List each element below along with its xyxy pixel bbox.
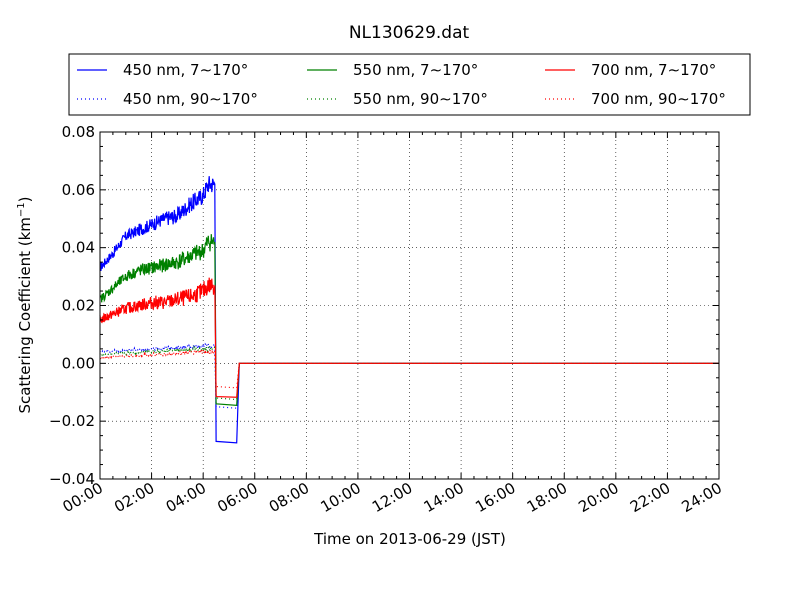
y-tick-label: 0.02 (62, 297, 95, 315)
legend-item: 550 nm, 90∼170° (307, 90, 488, 108)
legend-item: 450 nm, 7∼170° (77, 61, 248, 79)
y-tick-label: −0.04 (49, 470, 95, 488)
x-tick-label: 04:00 (163, 479, 209, 516)
x-tick-labels: 00:00 02:00 04:00 06:00 08:00 10:00 12:00 14:00… (60, 479, 725, 516)
x-tick-label: 16:00 (472, 479, 518, 516)
chart-title: NL130629.dat (349, 23, 470, 43)
series-line-3 (99, 234, 719, 406)
x-tick-label: 12:00 (369, 479, 415, 516)
y-tick-label: 0.04 (62, 239, 95, 257)
x-tick-label: 14:00 (421, 479, 467, 516)
legend-label: 700 nm, 90∼170° (591, 90, 726, 108)
legend-item: 550 nm, 7∼170° (307, 61, 478, 79)
legend: 450 nm, 7∼170° 450 nm, 90∼170° 550 nm, 7∼1… (68, 53, 751, 116)
x-tick-label: 18:00 (524, 479, 570, 516)
legend-label: 550 nm, 7∼170° (353, 61, 478, 79)
series-line-4 (99, 345, 719, 401)
x-tick-label: 22:00 (627, 479, 673, 516)
y-tick-label: 0.06 (62, 181, 95, 199)
y-axis-label-end: ) (16, 196, 34, 202)
series-line-5 (99, 277, 719, 398)
legend-item: 700 nm, 90∼170° (545, 90, 726, 108)
legend-item: 700 nm, 7∼170° (545, 61, 716, 79)
x-tick-label: 10:00 (317, 479, 363, 516)
y-tick-label: 0.00 (62, 354, 95, 372)
x-tick-label: 08:00 (266, 479, 312, 516)
plot-frame (99, 131, 720, 480)
y-axis-label: Scattering Coefficient (km−1) (16, 196, 34, 413)
x-tick-label: 20:00 (575, 479, 621, 516)
legend-item: 450 nm, 90∼170° (77, 90, 258, 108)
x-tick-label: 06:00 (214, 479, 260, 516)
x-axis-label: Time on 2013-06-29 (JST) (313, 530, 506, 548)
plot-area (99, 131, 720, 480)
series-layer (99, 176, 719, 444)
y-tick-label: 0.08 (62, 123, 95, 141)
y-tick-label: −0.02 (49, 412, 95, 430)
y-axis-label-superscript: −1 (16, 202, 27, 217)
legend-label: 450 nm, 90∼170° (123, 90, 258, 108)
x-tick-label: 24:00 (679, 479, 725, 516)
y-axis-label-main: Scattering Coefficient (km (16, 217, 34, 413)
legend-label: 550 nm, 90∼170° (353, 90, 488, 108)
legend-label: 450 nm, 7∼170° (123, 61, 248, 79)
x-tick-label: 02:00 (111, 479, 157, 516)
legend-box (68, 53, 751, 116)
legend-label: 700 nm, 7∼170° (591, 61, 716, 79)
series-line-1 (99, 176, 719, 444)
y-tick-labels: −0.04 −0.02 0.00 0.02 0.04 0.06 0.08 (49, 123, 95, 488)
